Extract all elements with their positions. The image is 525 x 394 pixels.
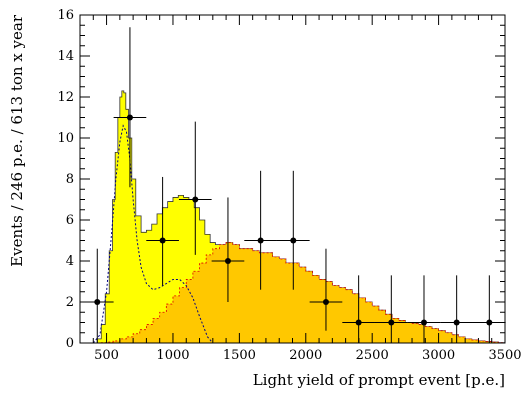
data-point [244,170,277,290]
component-histogram [93,242,506,344]
x-tick-label: 2000 [289,348,322,363]
x-axis: 500 1000 1500 2000 2500 3000 3500 [79,15,522,363]
data-point [407,275,441,343]
y-tick-label: 16 [57,8,74,23]
x-tick-label: 2500 [356,348,389,363]
data-marker [486,319,493,326]
plot-area [80,27,506,344]
y-tick-label: 2 [66,295,74,310]
x-tick-label: 500 [94,348,119,363]
data-marker [388,319,395,326]
data-point [440,275,473,343]
y-tick-label: 6 [66,213,74,228]
data-points [80,27,506,343]
data-point [178,121,212,255]
data-marker [224,258,231,264]
data-point [113,27,147,188]
data-marker [290,237,297,244]
data-point [374,275,408,343]
data-marker [94,299,101,305]
dashed-component-curve [92,124,214,344]
data-point [211,197,245,302]
data-marker [355,319,362,326]
y-axis: 0 2 4 6 8 10 12 14 16 [57,8,505,351]
x-axis-title: Light yield of prompt event [p.e.] [253,371,505,389]
x-tick-label: 3500 [488,348,521,363]
data-point [309,248,343,331]
y-tick-label: 8 [66,172,74,187]
data-point [276,170,310,290]
y-tick-label: 0 [66,336,74,351]
data-marker [453,319,460,326]
y-tick-label: 10 [57,131,74,146]
data-point [146,176,179,286]
data-marker [192,196,199,203]
data-marker [126,114,133,121]
data-marker [257,237,264,244]
y-tick-label: 12 [57,90,74,105]
x-tick-label: 3000 [422,348,455,363]
x-tick-label: 1500 [223,348,256,363]
x-tick-label: 1000 [156,348,189,363]
data-marker [159,237,166,244]
data-marker [420,319,427,326]
data-marker [322,299,329,305]
data-point [342,275,375,343]
y-axis-title: Events / 246 p.e. / 613 ton x year [8,14,26,267]
y-tick-label: 4 [66,254,74,269]
y-tick-label: 14 [57,49,74,64]
